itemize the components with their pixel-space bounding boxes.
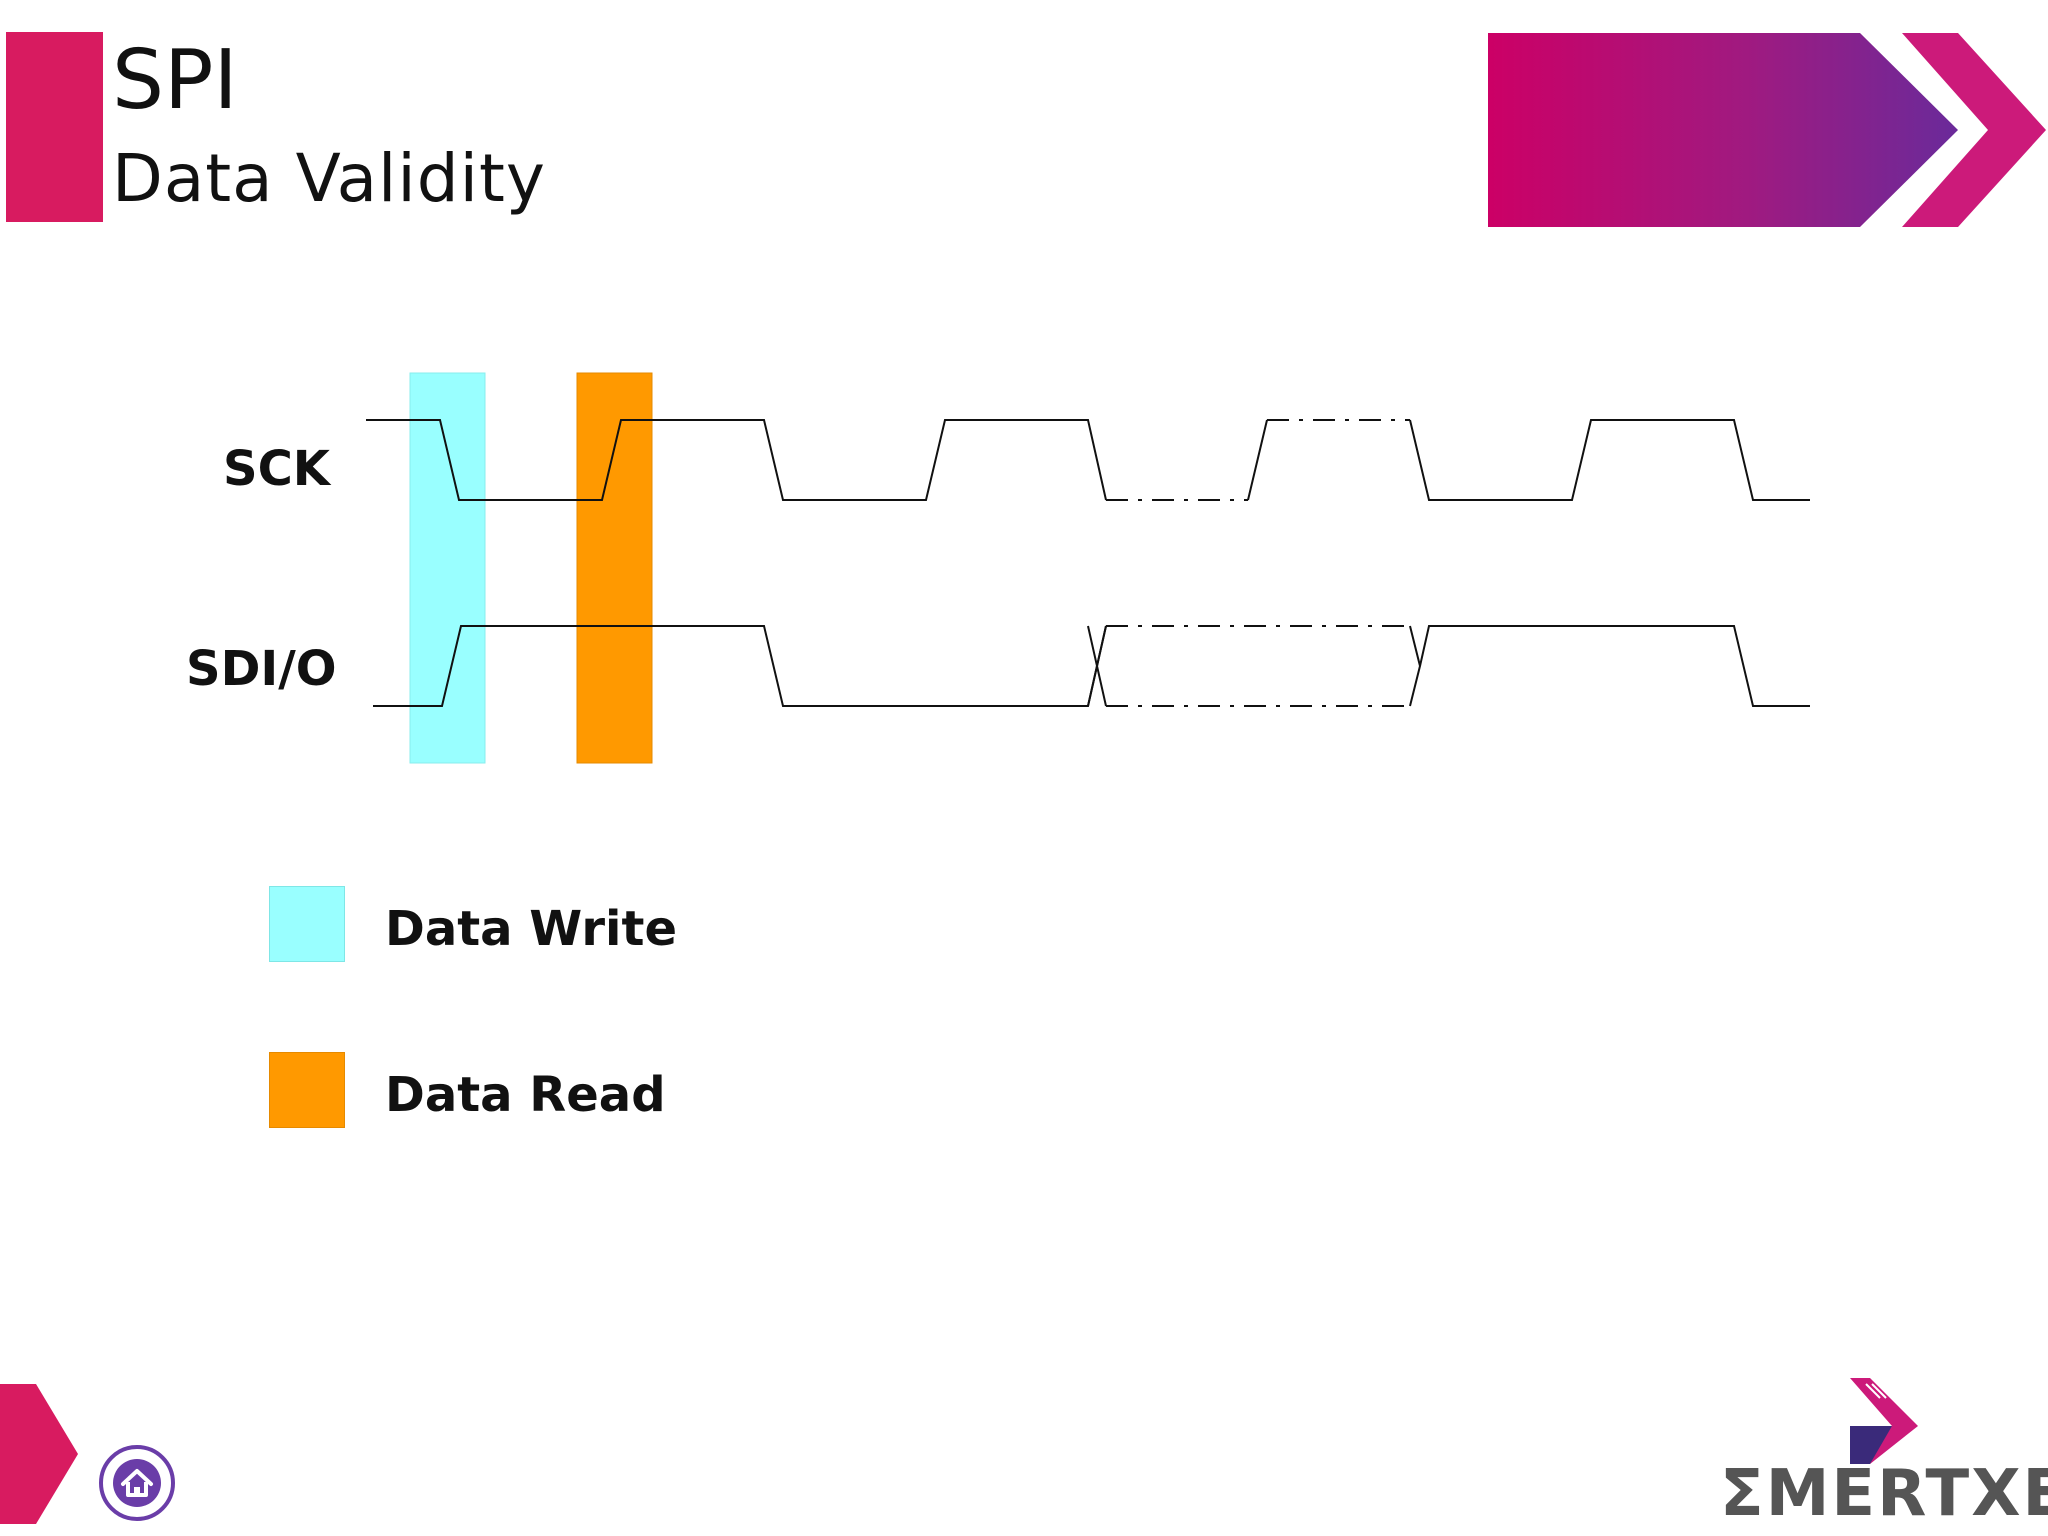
timing-diagram: [366, 372, 1810, 764]
data-write-window: [409, 372, 486, 764]
sdio-waveform: [373, 625, 1810, 707]
sck-signal-label: SCK: [223, 441, 330, 497]
slide-title: SPI: [112, 33, 238, 128]
title-accent-bar: [6, 32, 103, 222]
legend-write-swatch: [269, 886, 345, 962]
legend-read-label: Data Read: [385, 1067, 666, 1123]
chevron-logo-icon: [1850, 1378, 1918, 1464]
home-icon: [113, 1459, 161, 1507]
sdio-signal-label: SDI/O: [186, 641, 337, 697]
legend-write-label: Data Write: [385, 901, 678, 957]
sck-waveform: [366, 419, 1810, 501]
data-read-window: [576, 372, 653, 764]
home-button[interactable]: [99, 1445, 175, 1521]
slide-subtitle: Data Validity: [112, 140, 546, 217]
legend-read-swatch: [269, 1052, 345, 1128]
next-arrow-icon[interactable]: [0, 1384, 80, 1524]
header-banner-graphic: [1488, 33, 2046, 227]
company-logo-text: ΣMERTXE: [1720, 1457, 2048, 1531]
